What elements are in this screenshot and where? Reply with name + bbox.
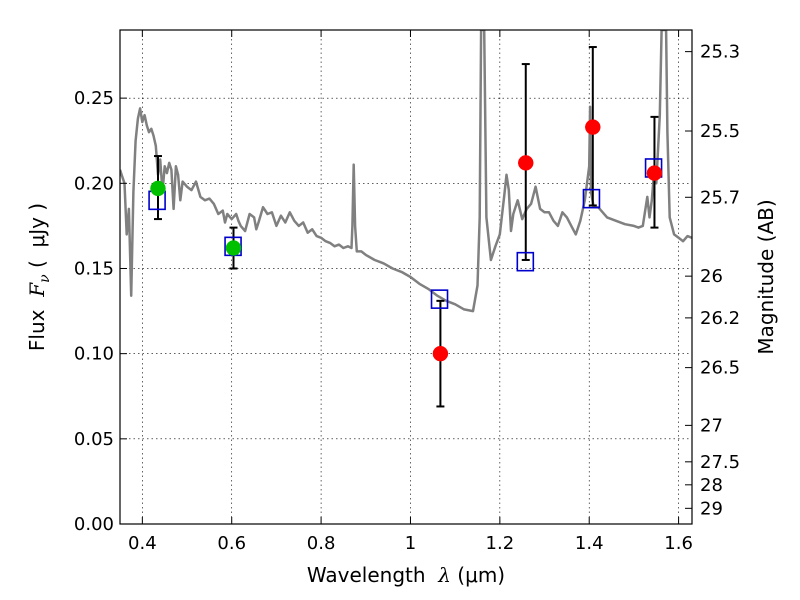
y-axis-label: Flux Fν ( μJy ) [25,203,53,351]
observed-nir-point [518,155,534,171]
x-tick-label: 1 [405,533,416,554]
x-tick-label: 1.4 [575,533,604,554]
plot-background [120,30,692,524]
right-axis-tick-label: 26.2 [700,308,740,329]
right-axis-tick-label: 25.7 [700,187,740,208]
x-axis-label: Wavelength λ (μm) [307,563,505,587]
model-photometry-box [430,289,449,309]
x-tick-label: 0.6 [217,533,246,554]
y-tick-label: 0.10 [74,344,114,365]
x-axis-ticks: 0.4 0.6 0.8 1 1.2 1.4 1.6 [128,30,693,554]
observed-optical-point [225,240,242,256]
right-axis-tick-label: 27.5 [700,452,740,473]
observed-flux-markers [150,119,663,362]
y-tick-label: 0.05 [74,429,114,450]
x-tick-label: 0.8 [307,533,336,554]
right-axis-tick-label: 28 [700,475,723,496]
observed-nir-point [585,119,601,135]
right-axis-tick-label: 29 [700,498,723,519]
y-tick-label: 0.15 [74,258,114,279]
right-axis-tick-label: 25.5 [700,121,740,142]
observed-nir-point [432,345,449,362]
x-tick-label: 1.2 [486,533,515,554]
model-photometry-box [582,188,601,209]
y-axis-ticks: 0.00 0.05 0.10 0.15 0.20 0.25 [74,88,127,535]
observed-nir-point [646,165,663,181]
right-axis-tick-label: 25.3 [700,42,740,63]
right-axis-tick-label: 26.5 [700,358,740,379]
x-tick-label: 0.4 [128,533,157,554]
y-tick-label: 0.20 [74,173,114,194]
model-spectrum-line [120,30,692,313]
plot-frame [119,29,693,525]
y-tick-label: 0.25 [74,88,114,109]
observed-optical-point [150,180,166,197]
right-axis-tick-label: 26 [700,266,723,287]
y-tick-label: 0.00 [74,514,114,535]
right-axis-label: Magnitude (AB) [754,199,778,354]
right-axis-tick-label: 27 [700,415,723,436]
model-photometry-box [516,251,535,272]
x-tick-label: 1.6 [664,533,693,554]
